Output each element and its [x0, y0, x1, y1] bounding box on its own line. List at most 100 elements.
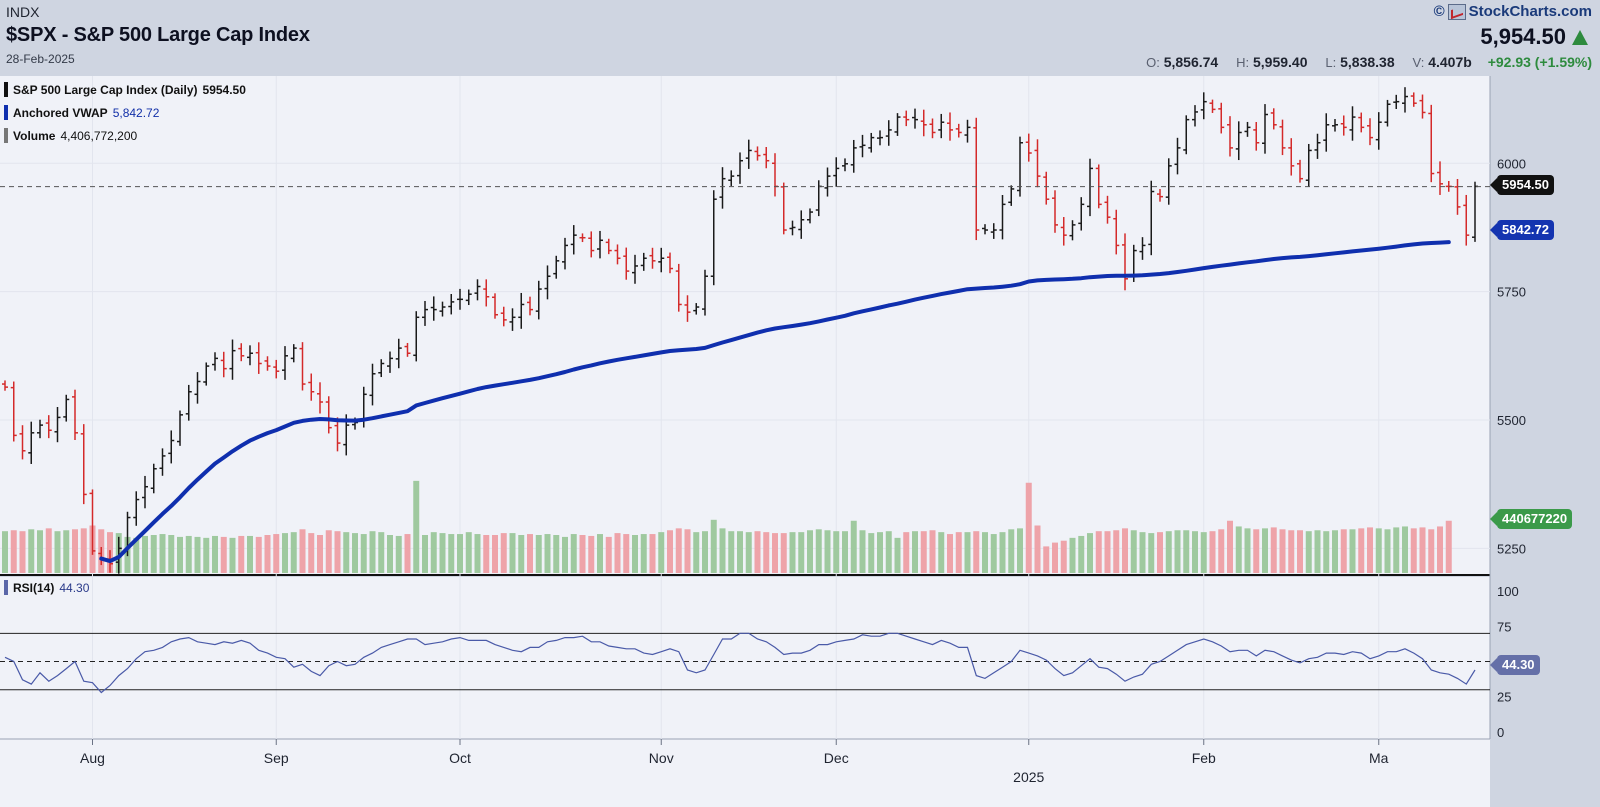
volume-bar — [238, 535, 245, 573]
exchange-label: INDX — [6, 4, 40, 20]
volume-bar — [754, 531, 761, 573]
volume-bar — [439, 533, 446, 573]
legend-rsi-value: 44.30 — [59, 580, 90, 595]
volume-bar — [1174, 530, 1181, 573]
legend-vwap-value: 5,842.72 — [112, 105, 160, 120]
volume-bar — [999, 532, 1006, 573]
volume-bar — [719, 528, 726, 573]
volume-bar — [693, 532, 700, 573]
chart-date: 28-Feb-2025 — [6, 52, 75, 66]
volume-bar — [579, 535, 586, 573]
volume-bar — [378, 532, 385, 573]
volume-bar — [448, 534, 455, 573]
volume-bar — [395, 535, 402, 573]
volume-bar — [54, 531, 61, 573]
volume-bar — [255, 536, 262, 573]
legend-volume-value: 4,406,772,200 — [60, 128, 138, 143]
volume-bar — [947, 534, 953, 573]
volume-bar — [518, 535, 525, 573]
volume-bar — [780, 533, 787, 573]
volume-bar — [605, 536, 612, 573]
volume-bar — [1297, 530, 1303, 573]
volume-bar — [649, 534, 656, 573]
volume-bar — [457, 534, 463, 573]
legend-vwap: Anchored VWAP 5,842.72 — [4, 105, 159, 120]
volume-bar — [973, 531, 980, 573]
legend-price: S&P 500 Large Cap Index (Daily) 5954.50 — [4, 82, 246, 97]
volume-bar — [623, 534, 630, 573]
volume-bar — [1288, 530, 1295, 573]
volume-bar — [1358, 528, 1365, 573]
volume-bar — [177, 536, 183, 573]
rsi-axis-ticks: 0255075100 — [1497, 584, 1519, 740]
volume-bar — [1410, 528, 1417, 573]
low-label: L: — [1325, 55, 1337, 70]
volume-bar — [527, 534, 533, 573]
volume-bar — [404, 534, 411, 573]
volume-bar — [150, 535, 157, 573]
volume-bar — [658, 532, 665, 573]
volume-bar — [702, 531, 708, 573]
volume-bar — [1445, 520, 1452, 573]
volume-bar — [45, 528, 52, 573]
volume-tag: 440677220 — [1489, 509, 1573, 529]
volume-value: 4.407b — [1428, 54, 1472, 70]
volume-bar — [492, 535, 498, 573]
volume-bar — [955, 532, 962, 573]
volume-bar — [807, 530, 813, 573]
volume-bar — [903, 532, 910, 573]
volume-bar — [859, 530, 866, 573]
volume-bar — [877, 532, 883, 573]
time-tick-label: Oct — [449, 750, 471, 766]
volume-bar — [220, 536, 227, 573]
volume-bar — [325, 530, 332, 573]
brand-logo[interactable]: © StockCharts.com — [1434, 3, 1592, 20]
chart-header: INDX $SPX - S&P 500 Large Cap Index 28-F… — [0, 0, 1600, 76]
time-tick-label: Sep — [264, 750, 289, 766]
volume-bar — [1087, 533, 1093, 573]
volume-bar — [990, 534, 997, 573]
volume-bar — [1253, 529, 1260, 573]
volume-bar — [352, 533, 358, 573]
volume-bar — [588, 535, 595, 573]
high-value: 5,959.40 — [1253, 54, 1308, 70]
price-axis-ticks: 5250 5500 5750 6000 — [1497, 156, 1526, 556]
volume-bar — [343, 532, 350, 573]
volume-bar — [2, 531, 8, 573]
volume-bar — [185, 535, 192, 573]
volume-bar — [798, 532, 805, 573]
volume-bar — [1104, 531, 1111, 573]
volume-bar — [247, 535, 253, 573]
volume-bar — [387, 535, 393, 573]
volume-bar — [1428, 529, 1435, 573]
volume-bar — [1332, 530, 1338, 573]
volume-bar — [1069, 537, 1076, 573]
volume-bar — [562, 536, 568, 573]
volume-bar — [1017, 528, 1023, 573]
volume-bar — [684, 529, 691, 573]
volume-bar — [317, 535, 323, 573]
volume-bar — [194, 536, 201, 573]
volume-bar — [772, 533, 778, 573]
volume-bar — [745, 532, 752, 573]
volume-bar — [1227, 520, 1233, 573]
price-change: +92.93 (+1.59%) — [1487, 54, 1592, 70]
volume-bar — [413, 480, 420, 573]
volume-bar — [982, 532, 988, 573]
volume-bar — [938, 532, 945, 573]
volume-bar — [474, 534, 481, 573]
volume-bar — [842, 531, 848, 573]
rsi-line — [4, 632, 1476, 694]
volume-bar — [273, 534, 280, 573]
volume-bar — [1305, 531, 1312, 573]
volume-bar — [535, 535, 542, 573]
volume-swatch — [4, 128, 8, 143]
volume-bar — [1384, 529, 1391, 573]
volume-bar — [1340, 529, 1347, 573]
volume-bar — [929, 530, 936, 573]
volume-bar — [1052, 542, 1058, 573]
volume-bar — [667, 530, 673, 573]
volume-bar — [229, 537, 236, 573]
time-tick-label: Nov — [649, 750, 674, 766]
